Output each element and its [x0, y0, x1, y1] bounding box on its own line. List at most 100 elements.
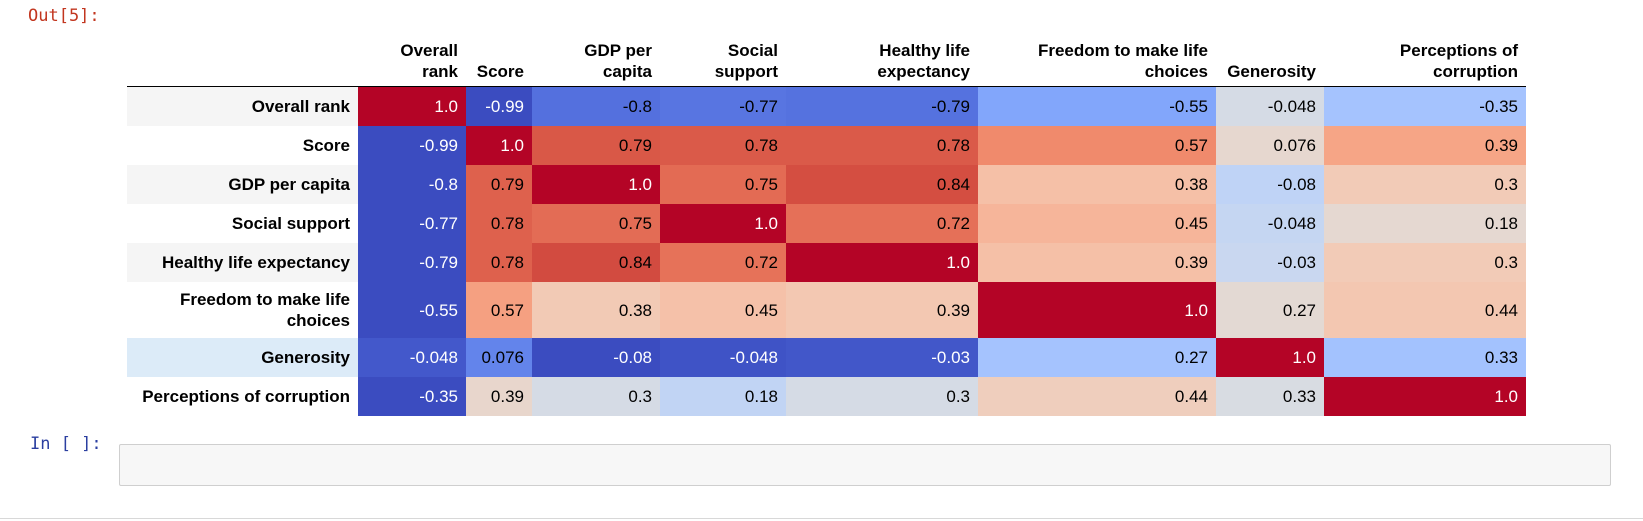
row-label-text: choices	[286, 311, 350, 330]
row-label-text: Overall rank	[251, 97, 350, 116]
row-label-text: Freedom to make life	[179, 290, 350, 309]
row-label-text: Generosity	[261, 348, 350, 367]
column-header: Freedom to make life choices	[978, 22, 1216, 87]
row-label: Generosity	[127, 338, 358, 377]
column-header-label: support	[714, 62, 778, 81]
correlation-cell: 0.3	[1324, 243, 1526, 282]
correlation-cell: 0.39	[786, 282, 978, 338]
correlation-cell: -0.79	[786, 86, 978, 126]
row-label: Healthy life expectancy	[127, 243, 358, 282]
table-row: GDP per capita -0.8 0.79 1.0 0.75 0.84 0.38 -0.…	[127, 165, 1526, 204]
correlation-cell: 0.3	[786, 377, 978, 416]
correlation-cell: -0.048	[1216, 86, 1324, 126]
column-header: Social support	[660, 22, 786, 87]
correlation-cell: 0.75	[660, 165, 786, 204]
correlation-cell: 0.57	[978, 126, 1216, 165]
correlation-cell: 0.84	[532, 243, 660, 282]
table-row: Healthy life expectancy -0.79 0.78 0.84 0.72…	[127, 243, 1526, 282]
correlation-cell: 0.45	[660, 282, 786, 338]
table-row: Perceptions of corruption -0.35 0.39 0.3 0.1…	[127, 377, 1526, 416]
correlation-cell: 0.18	[1324, 204, 1526, 243]
correlation-cell: -0.35	[1324, 86, 1526, 126]
column-header-label: Generosity	[1227, 62, 1316, 81]
correlation-cell: 1.0	[786, 243, 978, 282]
correlation-cell: 0.33	[1216, 377, 1324, 416]
row-label: GDP per capita	[127, 165, 358, 204]
correlation-table: Overall rank Score GDP per capita Social suppo…	[127, 22, 1526, 416]
correlation-cell: 0.45	[978, 204, 1216, 243]
cell-divider	[0, 518, 1643, 519]
column-header: Generosity	[1216, 22, 1324, 87]
correlation-cell: 0.3	[532, 377, 660, 416]
column-header-label: Freedom to make life	[1037, 41, 1208, 60]
row-label: Perceptions of corruption	[127, 377, 358, 416]
column-header: Score	[466, 22, 532, 87]
row-label-text: Score	[302, 136, 350, 155]
correlation-cell: -0.03	[786, 338, 978, 377]
index-header-blank	[127, 22, 358, 87]
row-label-text: GDP per capita	[228, 175, 350, 194]
correlation-cell: -0.55	[978, 86, 1216, 126]
out-prompt: Out[5]:	[28, 6, 100, 26]
correlation-cell: 1.0	[1324, 377, 1526, 416]
table-row: Freedom to make life choices -0.55 0.57 0.38…	[127, 282, 1526, 338]
column-header: Overall rank	[358, 22, 466, 87]
correlation-cell: 0.39	[1324, 126, 1526, 165]
column-header-label: Perceptions of	[1399, 41, 1518, 60]
correlation-cell: 0.44	[978, 377, 1216, 416]
in-prompt: In [ ]:	[30, 434, 102, 454]
correlation-cell: 0.79	[532, 126, 660, 165]
correlation-cell: 0.78	[660, 126, 786, 165]
correlation-cell: 0.78	[466, 204, 532, 243]
correlation-cell: 0.78	[786, 126, 978, 165]
correlation-cell: -0.8	[532, 86, 660, 126]
row-label: Overall rank	[127, 86, 358, 126]
correlation-cell: 0.72	[660, 243, 786, 282]
correlation-cell: -0.048	[1216, 204, 1324, 243]
row-label: Social support	[127, 204, 358, 243]
column-header-label: GDP per	[584, 41, 652, 60]
column-header: Perceptions of corruption	[1324, 22, 1526, 87]
column-header-label: Score	[476, 62, 524, 81]
correlation-cell: -0.79	[358, 243, 466, 282]
column-header-label: Overall	[400, 41, 458, 60]
column-header-label: choices	[1144, 62, 1208, 81]
correlation-cell: 0.33	[1324, 338, 1526, 377]
row-label: Score	[127, 126, 358, 165]
correlation-cell: 1.0	[532, 165, 660, 204]
correlation-cell: -0.99	[466, 86, 532, 126]
column-header-label: Social	[727, 41, 778, 60]
correlation-cell: 0.57	[466, 282, 532, 338]
correlation-cell: 0.3	[1324, 165, 1526, 204]
correlation-cell: -0.77	[358, 204, 466, 243]
correlation-cell: 0.44	[1324, 282, 1526, 338]
correlation-cell: 1.0	[660, 204, 786, 243]
correlation-cell: 0.79	[466, 165, 532, 204]
row-label-text: Perceptions of corruption	[142, 387, 350, 406]
row-label: Freedom to make life choices	[127, 282, 358, 338]
correlation-cell: 0.84	[786, 165, 978, 204]
correlation-cell: 0.076	[1216, 126, 1324, 165]
correlation-cell: -0.08	[1216, 165, 1324, 204]
row-label-text: Social support	[231, 214, 350, 233]
code-cell-input[interactable]	[119, 444, 1611, 486]
correlation-cell: -0.8	[358, 165, 466, 204]
table-row: Generosity -0.048 0.076 -0.08 -0.048 -0.03 0.2…	[127, 338, 1526, 377]
correlation-cell: 1.0	[466, 126, 532, 165]
correlation-cell: -0.35	[358, 377, 466, 416]
correlation-cell: 0.18	[660, 377, 786, 416]
correlation-cell: 0.076	[466, 338, 532, 377]
column-header-label: Healthy life	[879, 41, 970, 60]
correlation-cell: 0.39	[978, 243, 1216, 282]
correlation-cell: 0.27	[1216, 282, 1324, 338]
correlation-cell: -0.77	[660, 86, 786, 126]
correlation-cell: 1.0	[978, 282, 1216, 338]
correlation-cell: 0.39	[466, 377, 532, 416]
column-header: GDP per capita	[532, 22, 660, 87]
column-header: Healthy life expectancy	[786, 22, 978, 87]
table-header: Overall rank Score GDP per capita Social suppo…	[127, 22, 1526, 87]
correlation-cell: -0.03	[1216, 243, 1324, 282]
header-row: Overall rank Score GDP per capita Social suppo…	[127, 22, 1526, 87]
correlation-cell: 0.38	[978, 165, 1216, 204]
row-label-text: Healthy life expectancy	[161, 253, 350, 272]
